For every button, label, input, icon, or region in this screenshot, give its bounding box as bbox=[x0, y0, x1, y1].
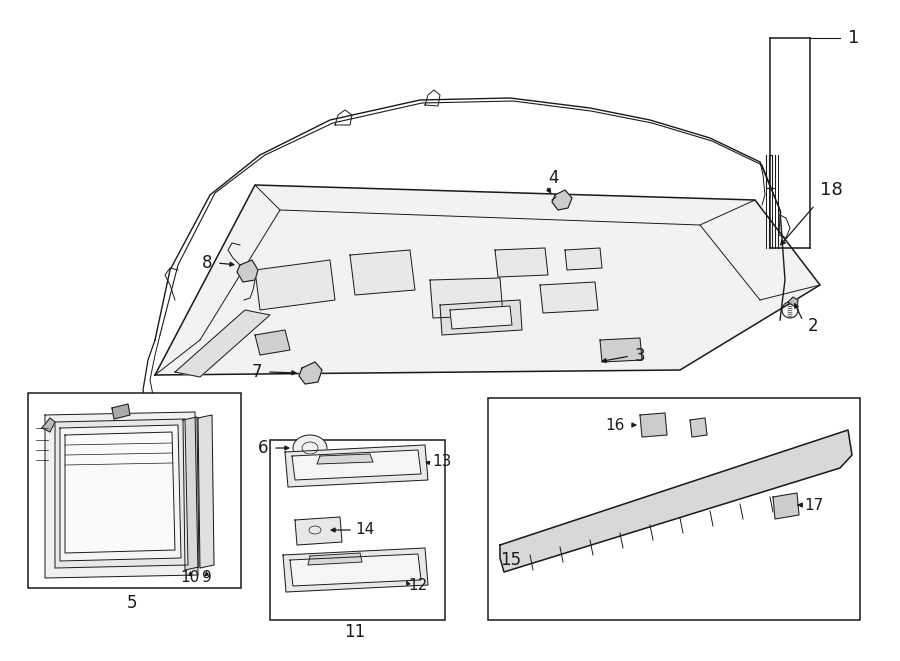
Text: 10: 10 bbox=[180, 570, 200, 586]
Text: 16: 16 bbox=[606, 418, 625, 432]
Text: 5: 5 bbox=[127, 594, 137, 612]
Polygon shape bbox=[42, 418, 55, 432]
Text: 11: 11 bbox=[345, 623, 365, 641]
Polygon shape bbox=[690, 418, 707, 437]
Polygon shape bbox=[237, 260, 258, 282]
Polygon shape bbox=[65, 432, 175, 553]
Polygon shape bbox=[350, 250, 415, 295]
Text: 12: 12 bbox=[408, 578, 427, 594]
Polygon shape bbox=[500, 430, 852, 572]
Bar bbox=[28, 393, 241, 588]
Polygon shape bbox=[45, 412, 198, 578]
Polygon shape bbox=[540, 282, 598, 313]
Text: 18: 18 bbox=[820, 181, 842, 199]
Ellipse shape bbox=[293, 435, 327, 461]
Polygon shape bbox=[440, 300, 522, 335]
Polygon shape bbox=[308, 553, 362, 565]
Polygon shape bbox=[495, 248, 548, 277]
Polygon shape bbox=[283, 548, 428, 592]
Text: 3: 3 bbox=[635, 347, 645, 365]
Text: 1: 1 bbox=[848, 29, 860, 47]
Polygon shape bbox=[112, 404, 130, 419]
Text: 17: 17 bbox=[804, 498, 824, 512]
Bar bbox=[270, 440, 445, 620]
Polygon shape bbox=[155, 185, 820, 375]
Polygon shape bbox=[285, 445, 428, 487]
Polygon shape bbox=[600, 338, 642, 362]
Circle shape bbox=[305, 520, 325, 540]
Polygon shape bbox=[290, 554, 421, 586]
Polygon shape bbox=[292, 450, 421, 480]
Polygon shape bbox=[60, 425, 181, 561]
Polygon shape bbox=[55, 419, 188, 568]
Polygon shape bbox=[317, 454, 373, 464]
Polygon shape bbox=[552, 190, 572, 210]
Polygon shape bbox=[198, 415, 214, 568]
Text: 2: 2 bbox=[808, 317, 819, 335]
Text: 14: 14 bbox=[355, 522, 374, 537]
Polygon shape bbox=[299, 362, 322, 384]
Polygon shape bbox=[255, 330, 290, 355]
Polygon shape bbox=[450, 306, 512, 329]
Polygon shape bbox=[430, 278, 503, 318]
Polygon shape bbox=[773, 493, 799, 519]
Text: 6: 6 bbox=[257, 439, 268, 457]
Polygon shape bbox=[255, 260, 335, 310]
Text: 4: 4 bbox=[548, 169, 559, 187]
Polygon shape bbox=[788, 297, 798, 308]
Text: 13: 13 bbox=[432, 455, 452, 469]
Text: 15: 15 bbox=[500, 551, 521, 569]
Polygon shape bbox=[295, 517, 342, 545]
Text: 8: 8 bbox=[202, 254, 212, 272]
Bar bbox=[488, 398, 860, 620]
Polygon shape bbox=[175, 310, 270, 377]
Text: 7: 7 bbox=[251, 363, 262, 381]
Polygon shape bbox=[183, 417, 199, 570]
Text: 9: 9 bbox=[202, 570, 211, 586]
Polygon shape bbox=[640, 413, 667, 437]
Polygon shape bbox=[565, 248, 602, 270]
